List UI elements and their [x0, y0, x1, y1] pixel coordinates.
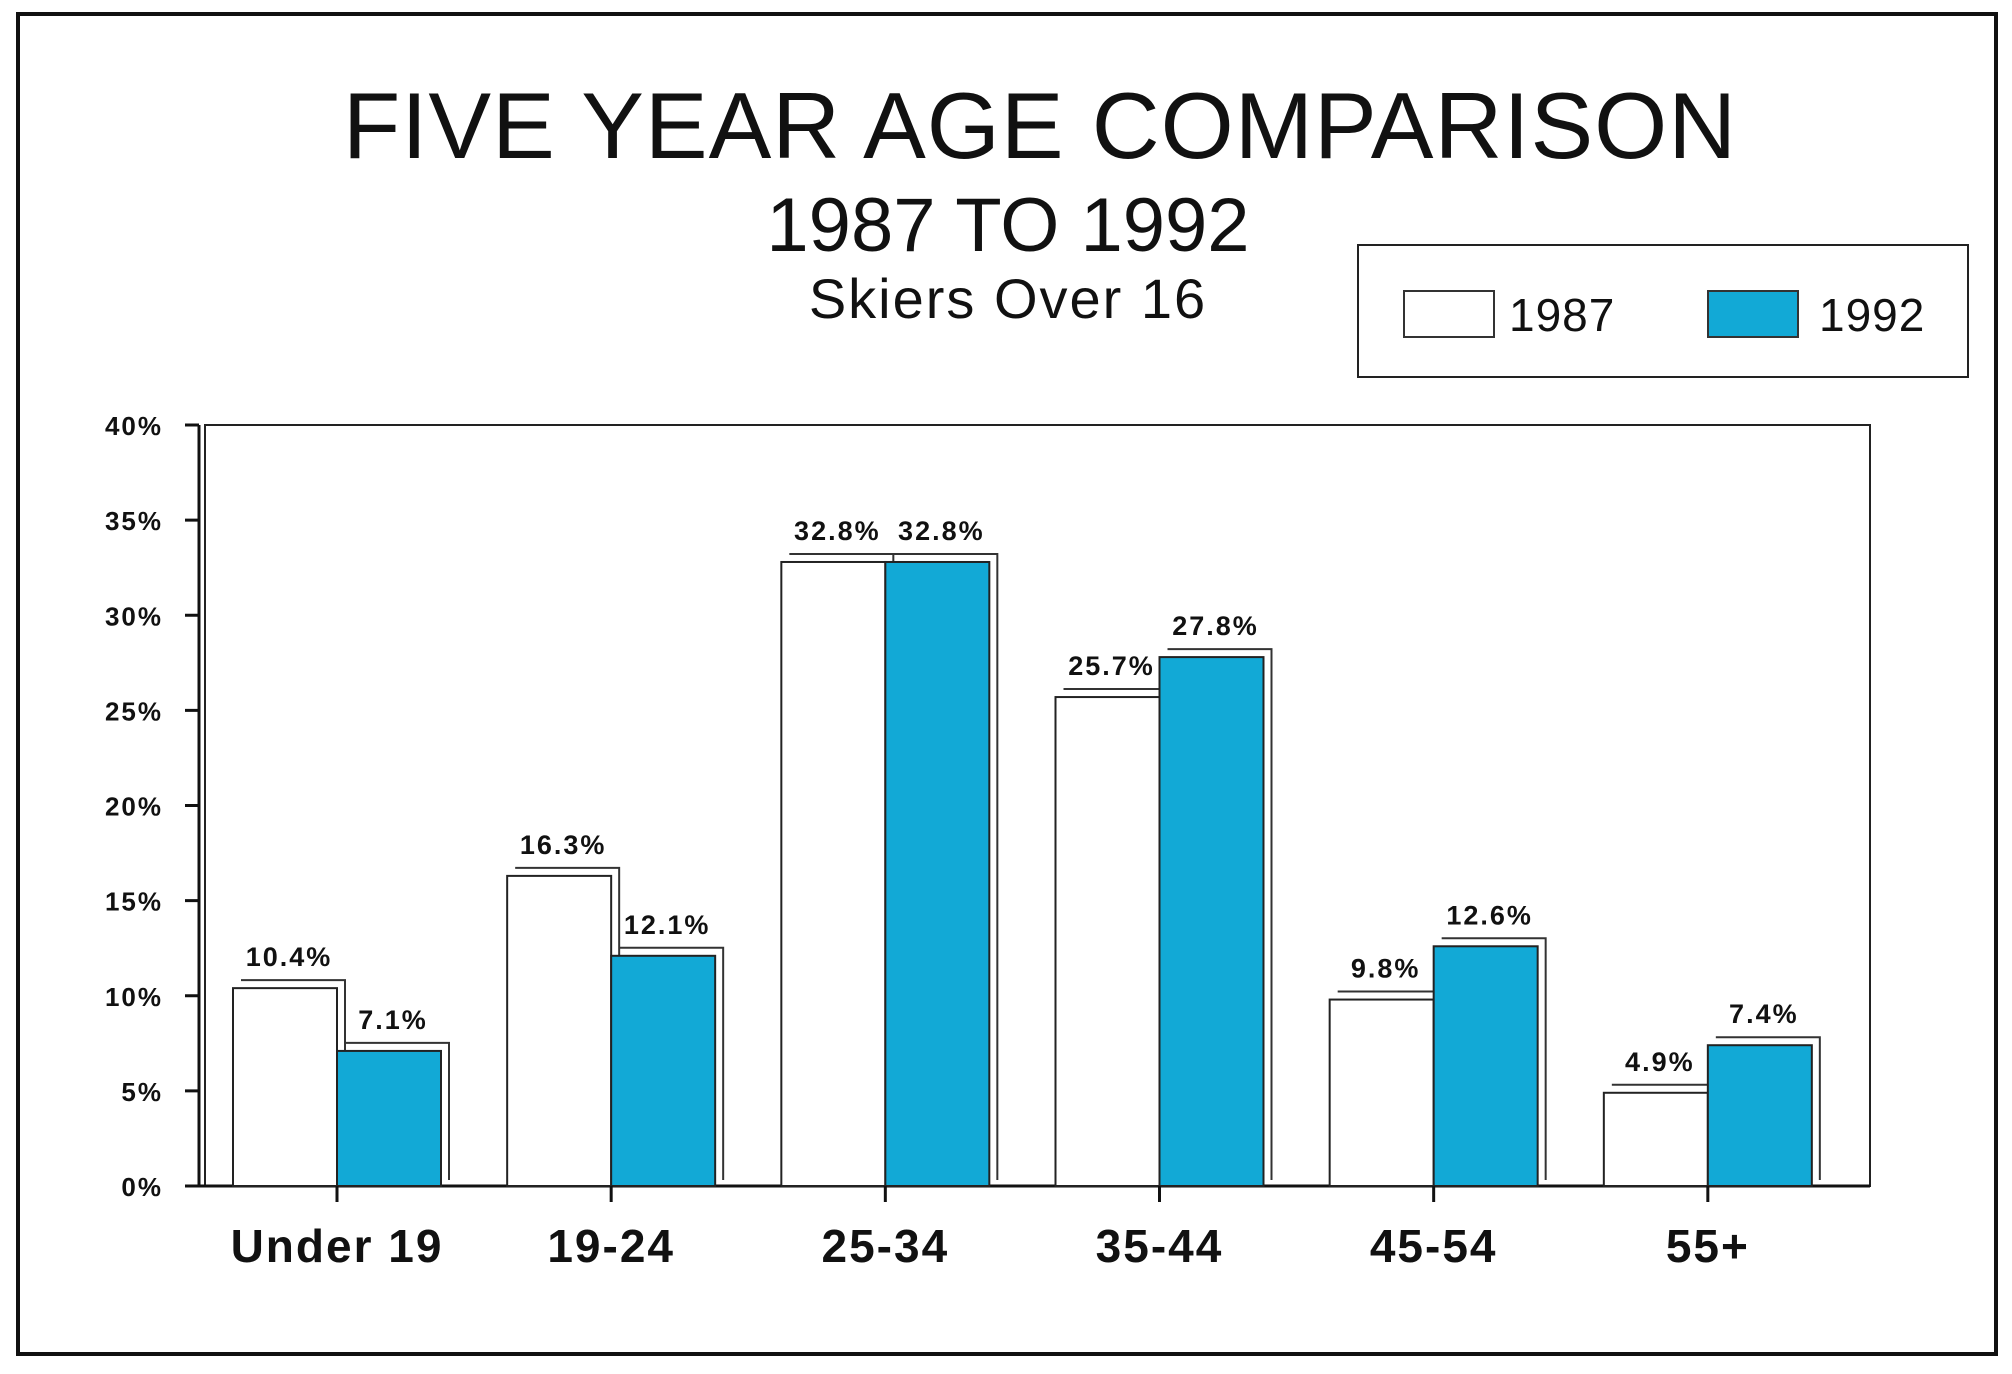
bar-1992	[884, 560, 991, 1187]
y-tick-label: 0%	[121, 1172, 163, 1202]
bar-1992	[1706, 1044, 1813, 1187]
plot-area	[204, 424, 1871, 1187]
y-tick-label: 10%	[105, 982, 163, 1012]
bar-shadow-1992	[1715, 1036, 1821, 1180]
x-tick-label: Under 19	[231, 1220, 444, 1272]
data-label-1992: 7.1%	[358, 1005, 428, 1035]
bar-shadow-1992	[1441, 937, 1547, 1180]
data-label-1992: 12.1%	[624, 910, 711, 940]
bar-1987	[506, 874, 613, 1188]
data-label-1992: 32.8%	[898, 516, 985, 546]
x-tick-label: 25-34	[822, 1220, 950, 1272]
bar-1992	[1432, 945, 1539, 1187]
bar-1987	[1602, 1091, 1709, 1187]
y-tick-label: 20%	[105, 792, 163, 822]
bar-shadow-1992	[345, 1041, 450, 1180]
data-label-1987: 4.9%	[1625, 1047, 1695, 1077]
bar-1992	[610, 954, 717, 1187]
x-tick-label: 45-54	[1370, 1220, 1498, 1272]
y-tick-label: 25%	[105, 696, 163, 726]
data-label-1992: 27.8%	[1172, 611, 1259, 641]
legend-label-1992: 1992	[1819, 289, 1926, 341]
x-tick-label: 35-44	[1096, 1220, 1224, 1272]
bar-1987	[780, 560, 887, 1187]
data-label-1987: 25.7%	[1068, 651, 1155, 681]
data-label-1992: 12.6%	[1446, 900, 1533, 930]
data-label-1992: 7.4%	[1729, 999, 1799, 1029]
y-tick-label: 35%	[105, 506, 163, 536]
bar-1987	[1054, 696, 1161, 1187]
data-label-1987: 32.8%	[794, 516, 881, 546]
legend-label-1987: 1987	[1509, 289, 1616, 341]
legend: 1987 1992	[1357, 244, 1969, 378]
chart-subtitle: 1987 TO 1992	[766, 183, 1250, 268]
x-tick-label: 19-24	[547, 1220, 675, 1272]
chart-subtitle-secondary: Skiers Over 16	[808, 267, 1208, 330]
chart-title: FIVE YEAR AGE COMPARISON	[342, 73, 1738, 178]
legend-swatch-1992	[1707, 290, 1799, 338]
bar-shadow-1992	[893, 552, 999, 1180]
data-label-1987: 10.4%	[246, 942, 333, 972]
bar-1992	[1158, 656, 1265, 1187]
bar-1987	[1328, 998, 1435, 1187]
bar-shadow-1992	[619, 946, 725, 1180]
y-tick-label: 30%	[105, 601, 163, 631]
legend-swatch-1987	[1403, 290, 1495, 338]
bar-shadow-1992	[1167, 648, 1273, 1180]
x-tick-label: 55+	[1666, 1220, 1750, 1272]
data-label-1987: 9.8%	[1351, 954, 1421, 984]
y-tick-label: 5%	[121, 1077, 163, 1107]
bar-1987	[232, 987, 338, 1188]
y-tick-label: 15%	[105, 887, 163, 917]
bar-1992	[336, 1049, 442, 1187]
y-tick-label: 40%	[105, 411, 163, 441]
data-label-1987: 16.3%	[520, 830, 607, 860]
